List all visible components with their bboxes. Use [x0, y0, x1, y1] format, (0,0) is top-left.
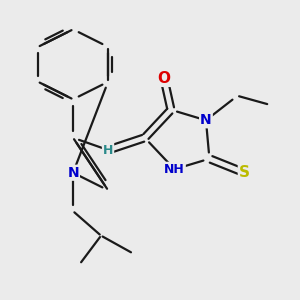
Text: N: N: [200, 113, 212, 127]
Text: O: O: [158, 71, 170, 86]
Text: NH: NH: [164, 163, 185, 176]
Text: N: N: [67, 166, 79, 180]
Text: H: H: [103, 143, 113, 157]
Text: S: S: [239, 165, 250, 180]
